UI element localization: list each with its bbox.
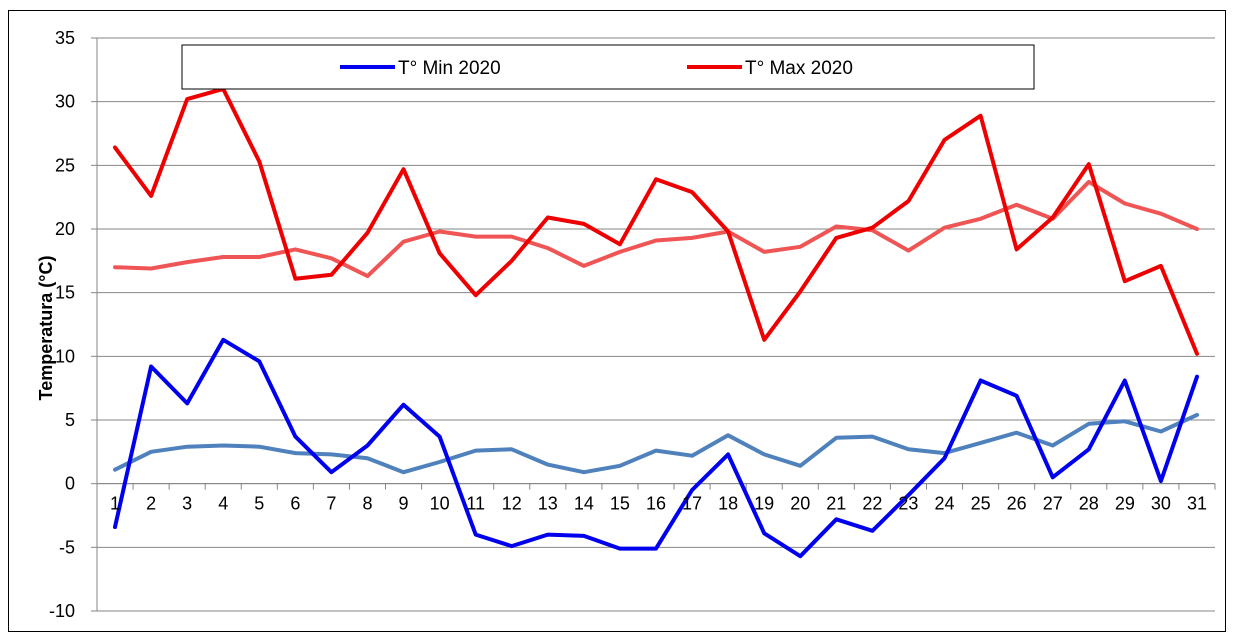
x-tick-label: 1: [110, 494, 120, 514]
legend-label: T° Max 2020: [745, 58, 853, 79]
y-tick-label: 10: [55, 346, 75, 366]
series-line-4: [113, 179, 1199, 279]
x-tick-label: 16: [646, 494, 666, 514]
x-tick-label: 12: [502, 494, 522, 514]
grid-lines: [97, 37, 1215, 612]
x-tick-label: 31: [1187, 494, 1207, 514]
x-tick-label: 19: [754, 494, 774, 514]
x-tick-label: 6: [290, 494, 300, 514]
y-tick-label: 35: [55, 28, 75, 48]
x-tick-label: 11: [466, 494, 485, 514]
x-tick-label: 25: [971, 494, 991, 514]
x-tick-label: 17: [682, 494, 702, 514]
y-tick-label: 30: [55, 92, 75, 112]
x-tick-label: 22: [862, 494, 882, 514]
legend-label: T° Min 2020: [398, 58, 501, 79]
y-tick-label: -10: [49, 601, 75, 621]
x-tick-label: 20: [790, 494, 810, 514]
x-tick-label: 29: [1115, 494, 1135, 514]
y-axis-title: Temperatura (°C): [36, 256, 56, 401]
series-line-2: [113, 86, 1199, 356]
chart-frame: [8, 10, 1226, 632]
y-tick-label: 0: [65, 474, 75, 494]
x-tick-label: 4: [218, 494, 228, 514]
x-tick-label: 21: [826, 494, 846, 514]
x-tick-label: 9: [399, 494, 409, 514]
series-lines: [113, 86, 1199, 559]
series-line-3: [113, 412, 1199, 475]
x-tick-label: 8: [362, 494, 372, 514]
x-tick-label: 10: [430, 494, 450, 514]
x-tick-label: 7: [326, 494, 336, 514]
x-tick-label: 27: [1043, 494, 1063, 514]
axes: [91, 37, 1216, 612]
x-tick-label: 13: [538, 494, 558, 514]
x-tick-label: 23: [898, 494, 918, 514]
x-tick-label: 3: [182, 494, 192, 514]
x-tick-label: 15: [610, 494, 630, 514]
y-tick-label: -5: [59, 537, 75, 557]
x-tick-label: 24: [935, 494, 955, 514]
series-line-1: [113, 337, 1199, 559]
y-tick-label: 20: [55, 219, 75, 239]
x-tick-label: 18: [718, 494, 738, 514]
legend-box: [181, 44, 1035, 90]
x-tick-label: 2: [146, 494, 156, 514]
y-tick-label: 5: [65, 410, 75, 430]
x-tick-label: 14: [574, 494, 594, 514]
legend: T° Min 2020 T° Max 2020: [181, 44, 1035, 90]
x-tick-label: 30: [1151, 494, 1171, 514]
y-tick-label: 25: [55, 155, 75, 175]
y-tick-label: 15: [55, 283, 75, 303]
x-tick-label: 28: [1079, 494, 1099, 514]
x-tick-label: 5: [254, 494, 264, 514]
x-tick-label: 26: [1007, 494, 1027, 514]
